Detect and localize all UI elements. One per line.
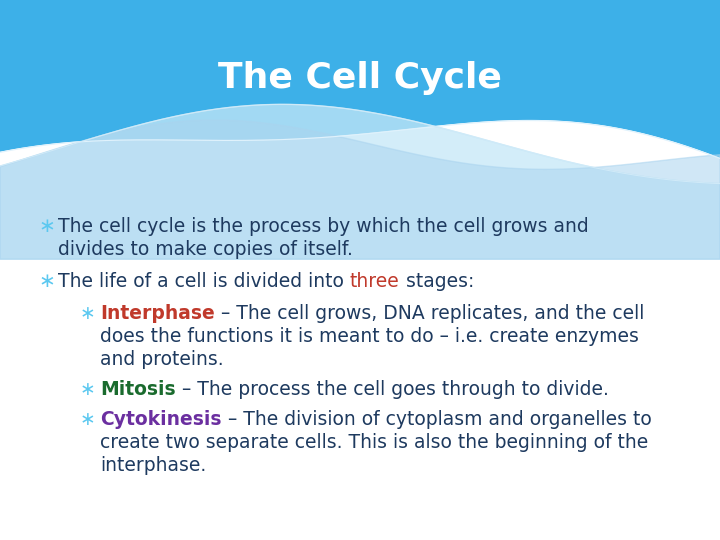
Text: ∗: ∗	[38, 272, 55, 291]
Text: ∗: ∗	[80, 410, 96, 429]
Text: – The division of cytoplasm and organelles to: – The division of cytoplasm and organell…	[222, 410, 652, 429]
Text: divides to make copies of itself.: divides to make copies of itself.	[58, 240, 353, 259]
Text: stages:: stages:	[400, 272, 474, 291]
Text: ∗: ∗	[80, 305, 96, 323]
Text: ∗: ∗	[80, 380, 96, 399]
Text: three: three	[350, 272, 400, 291]
Text: The Cell Cycle: The Cell Cycle	[218, 61, 502, 94]
Text: The cell cycle is the process by which the cell grows and: The cell cycle is the process by which t…	[58, 217, 589, 236]
Text: The life of a cell is divided into: The life of a cell is divided into	[58, 272, 350, 291]
Text: ∗: ∗	[38, 217, 55, 236]
Text: – The cell grows, DNA replicates, and the cell: – The cell grows, DNA replicates, and th…	[215, 305, 644, 323]
Text: Interphase: Interphase	[100, 305, 215, 323]
Text: and proteins.: and proteins.	[100, 350, 224, 369]
Text: interphase.: interphase.	[100, 456, 206, 475]
Text: – The process the cell goes through to divide.: – The process the cell goes through to d…	[176, 380, 608, 399]
Text: create two separate cells. This is also the beginning of the: create two separate cells. This is also …	[100, 433, 648, 452]
Bar	[0, 0, 720, 162]
Text: does the functions it is meant to do – i.e. create enzymes: does the functions it is meant to do – i…	[100, 327, 639, 346]
Text: Mitosis: Mitosis	[100, 380, 176, 399]
Text: Cytokinesis: Cytokinesis	[100, 410, 222, 429]
